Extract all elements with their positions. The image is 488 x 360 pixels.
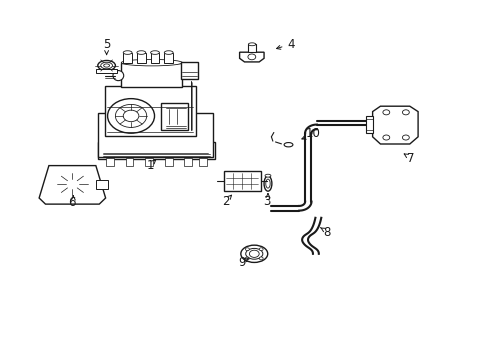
Text: 7: 7 xyxy=(406,152,414,165)
Circle shape xyxy=(65,179,79,189)
Bar xyxy=(121,63,182,87)
Ellipse shape xyxy=(123,51,132,54)
Bar xyxy=(105,86,195,136)
Bar xyxy=(184,158,192,166)
Text: 2: 2 xyxy=(222,195,229,208)
Text: 6: 6 xyxy=(68,196,76,209)
Ellipse shape xyxy=(121,59,182,66)
Ellipse shape xyxy=(264,174,270,177)
Bar xyxy=(145,158,153,166)
Ellipse shape xyxy=(264,176,271,191)
Polygon shape xyxy=(372,106,417,144)
Bar xyxy=(181,62,198,79)
Ellipse shape xyxy=(101,62,112,69)
Bar xyxy=(123,53,132,63)
Bar xyxy=(224,171,260,191)
Circle shape xyxy=(245,248,249,251)
Bar xyxy=(98,142,215,159)
Circle shape xyxy=(249,250,259,257)
Circle shape xyxy=(382,135,389,140)
Ellipse shape xyxy=(137,51,145,54)
Circle shape xyxy=(259,248,263,251)
Bar xyxy=(164,158,172,166)
Ellipse shape xyxy=(284,143,292,147)
Ellipse shape xyxy=(164,51,173,54)
Ellipse shape xyxy=(98,60,115,71)
Circle shape xyxy=(57,173,88,196)
Circle shape xyxy=(247,54,255,60)
Circle shape xyxy=(49,167,96,202)
Ellipse shape xyxy=(103,64,109,67)
Ellipse shape xyxy=(113,71,123,81)
Text: 9: 9 xyxy=(238,256,245,269)
Polygon shape xyxy=(239,52,264,62)
Circle shape xyxy=(402,135,408,140)
Circle shape xyxy=(259,257,263,260)
Text: 10: 10 xyxy=(305,127,320,140)
Ellipse shape xyxy=(150,51,159,54)
Bar xyxy=(248,44,255,52)
Text: 4: 4 xyxy=(286,39,294,51)
Bar xyxy=(365,116,372,133)
Text: 8: 8 xyxy=(322,226,330,239)
Ellipse shape xyxy=(248,43,255,46)
Bar xyxy=(137,53,145,63)
Bar xyxy=(199,158,206,166)
Ellipse shape xyxy=(265,179,269,188)
Bar xyxy=(125,158,133,166)
Circle shape xyxy=(115,104,146,127)
Circle shape xyxy=(402,110,408,115)
Circle shape xyxy=(245,257,249,260)
Bar xyxy=(98,113,212,157)
Ellipse shape xyxy=(245,248,263,259)
Text: 3: 3 xyxy=(262,195,270,208)
Bar xyxy=(96,180,108,189)
Bar xyxy=(150,53,159,63)
Bar xyxy=(96,69,117,73)
Bar xyxy=(164,53,173,63)
Bar xyxy=(106,158,114,166)
Circle shape xyxy=(382,110,389,115)
Circle shape xyxy=(123,110,139,122)
Text: 1: 1 xyxy=(146,159,154,172)
Bar xyxy=(161,103,188,130)
Text: 5: 5 xyxy=(102,39,110,51)
Polygon shape xyxy=(39,166,105,204)
Ellipse shape xyxy=(240,245,267,262)
Circle shape xyxy=(107,99,154,133)
